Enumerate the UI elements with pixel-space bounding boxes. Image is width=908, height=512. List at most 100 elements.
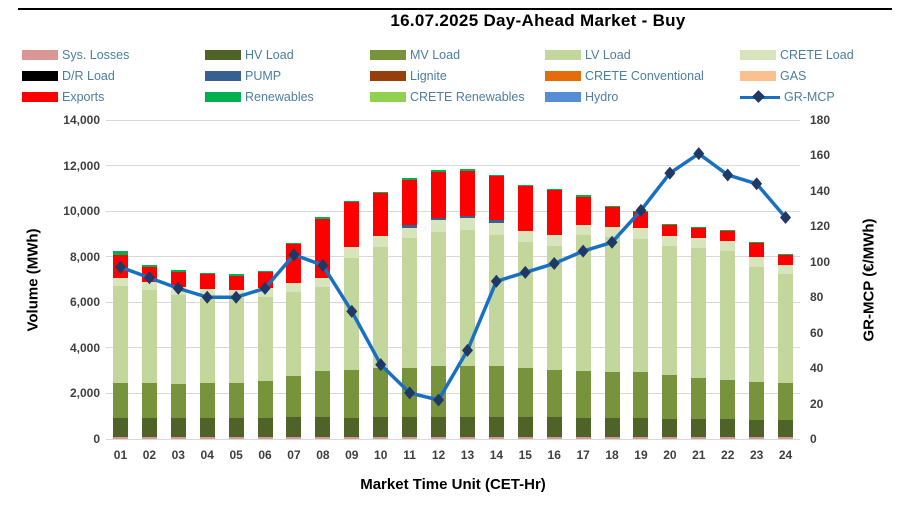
bar-segment-mv-load-hour-04 [199, 383, 215, 419]
bar-segment-mv-load-hour-03 [170, 383, 186, 419]
x-tick-hour-19: 19 [634, 448, 648, 462]
bar-segment-lv-load-hour-23 [749, 266, 765, 382]
gr-mcp-marker-hour-03 [172, 281, 184, 295]
y-tick-left: 6,000 [69, 295, 100, 310]
bar-segment-hv-load-hour-09 [344, 417, 360, 437]
legend-item-renewables: Renewables [205, 86, 370, 107]
bar-segment-renewables-hour-12 [431, 170, 447, 172]
x-tick-hour-05: 05 [229, 448, 243, 462]
bar-segment-mv-load-hour-23 [749, 381, 765, 420]
bar-segment-hv-load-hour-05 [228, 418, 244, 437]
bar-segment-hv-load-hour-15 [517, 416, 533, 437]
x-tick-hour-10: 10 [374, 448, 388, 462]
bar-segment-renewables-hour-09 [344, 200, 360, 203]
legend-label: CRETE Conventional [585, 68, 704, 83]
bar-segment-mv-load-hour-22 [720, 379, 736, 420]
legend-label: HV Load [245, 47, 294, 62]
bar-segment-crete-load-hour-13 [459, 218, 475, 230]
gr-mcp-diamond-icon [752, 90, 765, 103]
legend: Sys. Losses HV Load MV Load LV Load CRETE Lo… [22, 44, 902, 107]
bar-segment-lv-load-hour-08 [315, 287, 331, 371]
legend-item-lignite: Lignite [370, 65, 545, 86]
legend-item-crete_conventional: CRETE Conventional [545, 65, 740, 86]
bar-segment-sys-losses-hour-23 [749, 436, 765, 439]
bar-segment-hv-load-hour-02 [141, 418, 157, 437]
bar-segment-exports-hour-10 [373, 192, 389, 237]
gr-mcp-marker-hour-01 [114, 260, 126, 274]
crete_renewables-swatch-icon [370, 91, 406, 102]
legend-label: LV Load [585, 47, 631, 62]
bar-segment-hv-load-hour-16 [546, 416, 562, 437]
y-tick-right: 40 [810, 361, 824, 376]
bar-segment-exports-hour-15 [517, 186, 533, 232]
legend-label: Renewables [245, 89, 314, 104]
gr-mcp-marker-hour-18 [606, 235, 618, 249]
legend-item-mv_load: MV Load [370, 44, 545, 65]
x-tick-hour-03: 03 [171, 448, 185, 462]
x-tick-hour-16: 16 [547, 448, 561, 462]
lv_load-swatch-icon [545, 49, 581, 60]
legend-item-hv_load: HV Load [205, 44, 370, 65]
bar-segment-exports-hour-24 [778, 255, 794, 265]
bar-segment-pump-hour-12 [431, 217, 447, 221]
bar-segment-exports-hour-16 [546, 189, 562, 235]
crete_load-swatch-icon [740, 49, 776, 60]
legend-item-pump: PUMP [205, 65, 370, 86]
gridline [106, 438, 800, 440]
hv_load-swatch-icon [205, 49, 241, 60]
gr-mcp-marker-hour-06 [259, 281, 271, 295]
gr-mcp-marker-hour-04 [201, 290, 213, 304]
bar-segment-sys-losses-hour-09 [344, 436, 360, 439]
mv_load-swatch-icon [370, 49, 406, 60]
bar-segment-pump-hour-14 [488, 220, 504, 223]
bar-segment-sys-losses-hour-17 [575, 436, 591, 439]
bar-segment-sys-losses-hour-07 [286, 436, 302, 439]
bar-segment-exports-hour-09 [344, 202, 360, 247]
y-tick-right: 100 [810, 254, 831, 269]
crete_conventional-swatch-icon [545, 70, 581, 81]
bar-segment-lv-load-hour-21 [691, 248, 707, 379]
gr-mcp-marker-hour-24 [780, 210, 792, 224]
legend-label: PUMP [245, 68, 282, 83]
bar-segment-lv-load-hour-10 [373, 247, 389, 369]
bar-segment-exports-hour-14 [488, 176, 504, 221]
gridline [106, 165, 800, 167]
bar-segment-renewables-hour-14 [488, 174, 504, 177]
bar-segment-crete-load-hour-21 [691, 237, 707, 249]
legend-row: Sys. Losses HV Load MV Load LV Load CRETE Lo… [22, 44, 902, 65]
bar-segment-crete-load-hour-18 [604, 227, 620, 238]
y-axis-title-right: GR-MCP (€/MWh) [860, 218, 878, 342]
bar-segment-hv-load-hour-23 [749, 419, 765, 437]
bar-segment-mv-load-hour-15 [517, 368, 533, 417]
bar-segment-renewables-hour-06 [257, 270, 273, 272]
bar-segment-mv-load-hour-10 [373, 368, 389, 417]
bar-segment-exports-hour-21 [691, 227, 707, 238]
bar-segment-renewables-hour-21 [691, 226, 707, 228]
bar-segment-lv-load-hour-05 [228, 298, 244, 383]
bar-segment-exports-hour-13 [459, 170, 475, 217]
bar-segment-sys-losses-hour-11 [402, 436, 418, 439]
y-tick-left: 12,000 [63, 158, 100, 173]
bar-segment-mv-load-hour-12 [431, 365, 447, 417]
x-tick-hour-17: 17 [576, 448, 590, 462]
bar-segment-sys-losses-hour-18 [604, 436, 620, 439]
gr-mcp-line-series [114, 147, 792, 407]
gr-mcp-line-path [119, 151, 787, 402]
bar-segment-exports-hour-20 [662, 224, 678, 236]
x-tick-hour-01: 01 [113, 448, 128, 462]
bar-segment-lv-load-hour-19 [633, 238, 649, 372]
bar-segment-mv-load-hour-01 [112, 382, 128, 418]
bar-segment-crete-load-hour-22 [720, 240, 736, 251]
bar-segment-mv-load-hour-05 [228, 382, 244, 419]
bar-segment-lv-load-hour-12 [431, 231, 447, 366]
bar-segment-crete-load-hour-10 [373, 236, 389, 248]
gr-mcp-marker-hour-21 [693, 147, 705, 161]
sys_losses-swatch-icon [22, 49, 58, 60]
x-tick-hour-08: 08 [316, 448, 330, 462]
bar-segment-sys-losses-hour-15 [517, 436, 533, 439]
bar-segment-sys-losses-hour-01 [112, 436, 128, 439]
bar-segment-mv-load-hour-16 [546, 369, 562, 417]
bar-segment-mv-load-hour-02 [141, 383, 157, 419]
legend-item-sys_losses: Sys. Losses [22, 44, 205, 65]
